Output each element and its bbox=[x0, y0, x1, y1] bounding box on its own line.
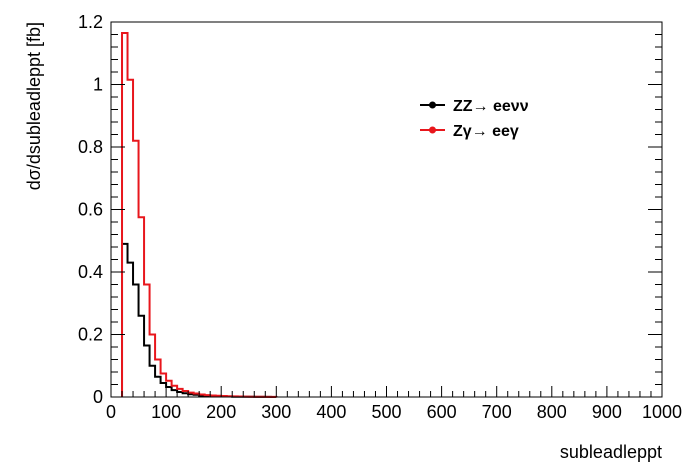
legend-marker-1 bbox=[429, 126, 436, 134]
y-tick-label: 0.8 bbox=[78, 137, 103, 157]
x-tick-label: 100 bbox=[151, 402, 181, 422]
x-tick-label: 600 bbox=[427, 402, 457, 422]
x-tick-label: 1000 bbox=[642, 402, 682, 422]
y-axis-title: dσ/dsubleadleppt [fb] bbox=[24, 22, 44, 190]
x-axis-title: subleadleppt bbox=[560, 442, 662, 462]
x-tick-label: 500 bbox=[371, 402, 401, 422]
tick-layer: 0 100 200 300 400 500 600 700 800 900 1000 0 0.2 0.4 0… bbox=[78, 12, 682, 422]
x-tick-label: 700 bbox=[482, 402, 512, 422]
x-tick-label: 800 bbox=[537, 402, 567, 422]
x-tick-label: 400 bbox=[316, 402, 346, 422]
x-tick-label: 200 bbox=[206, 402, 236, 422]
y-tick-label: 0.6 bbox=[78, 200, 103, 220]
x-tick-label: 0 bbox=[106, 402, 116, 422]
y-tick-label: 1.2 bbox=[78, 12, 103, 32]
y-tick-label: 0.4 bbox=[78, 262, 103, 282]
y-tick-label: 1 bbox=[93, 75, 103, 95]
legend: ZZ→ eeνν Zγ→ eeγ bbox=[420, 98, 529, 140]
legend-marker-0 bbox=[429, 101, 436, 109]
legend-label-0: ZZ→ eeνν bbox=[453, 98, 529, 115]
x-tick-label: 300 bbox=[261, 402, 291, 422]
y-tick-label: 0 bbox=[93, 387, 103, 407]
y-tick-label: 0.2 bbox=[78, 325, 103, 345]
legend-label-1: Zγ→ eeγ bbox=[453, 123, 519, 140]
x-tick-label: 900 bbox=[592, 402, 622, 422]
